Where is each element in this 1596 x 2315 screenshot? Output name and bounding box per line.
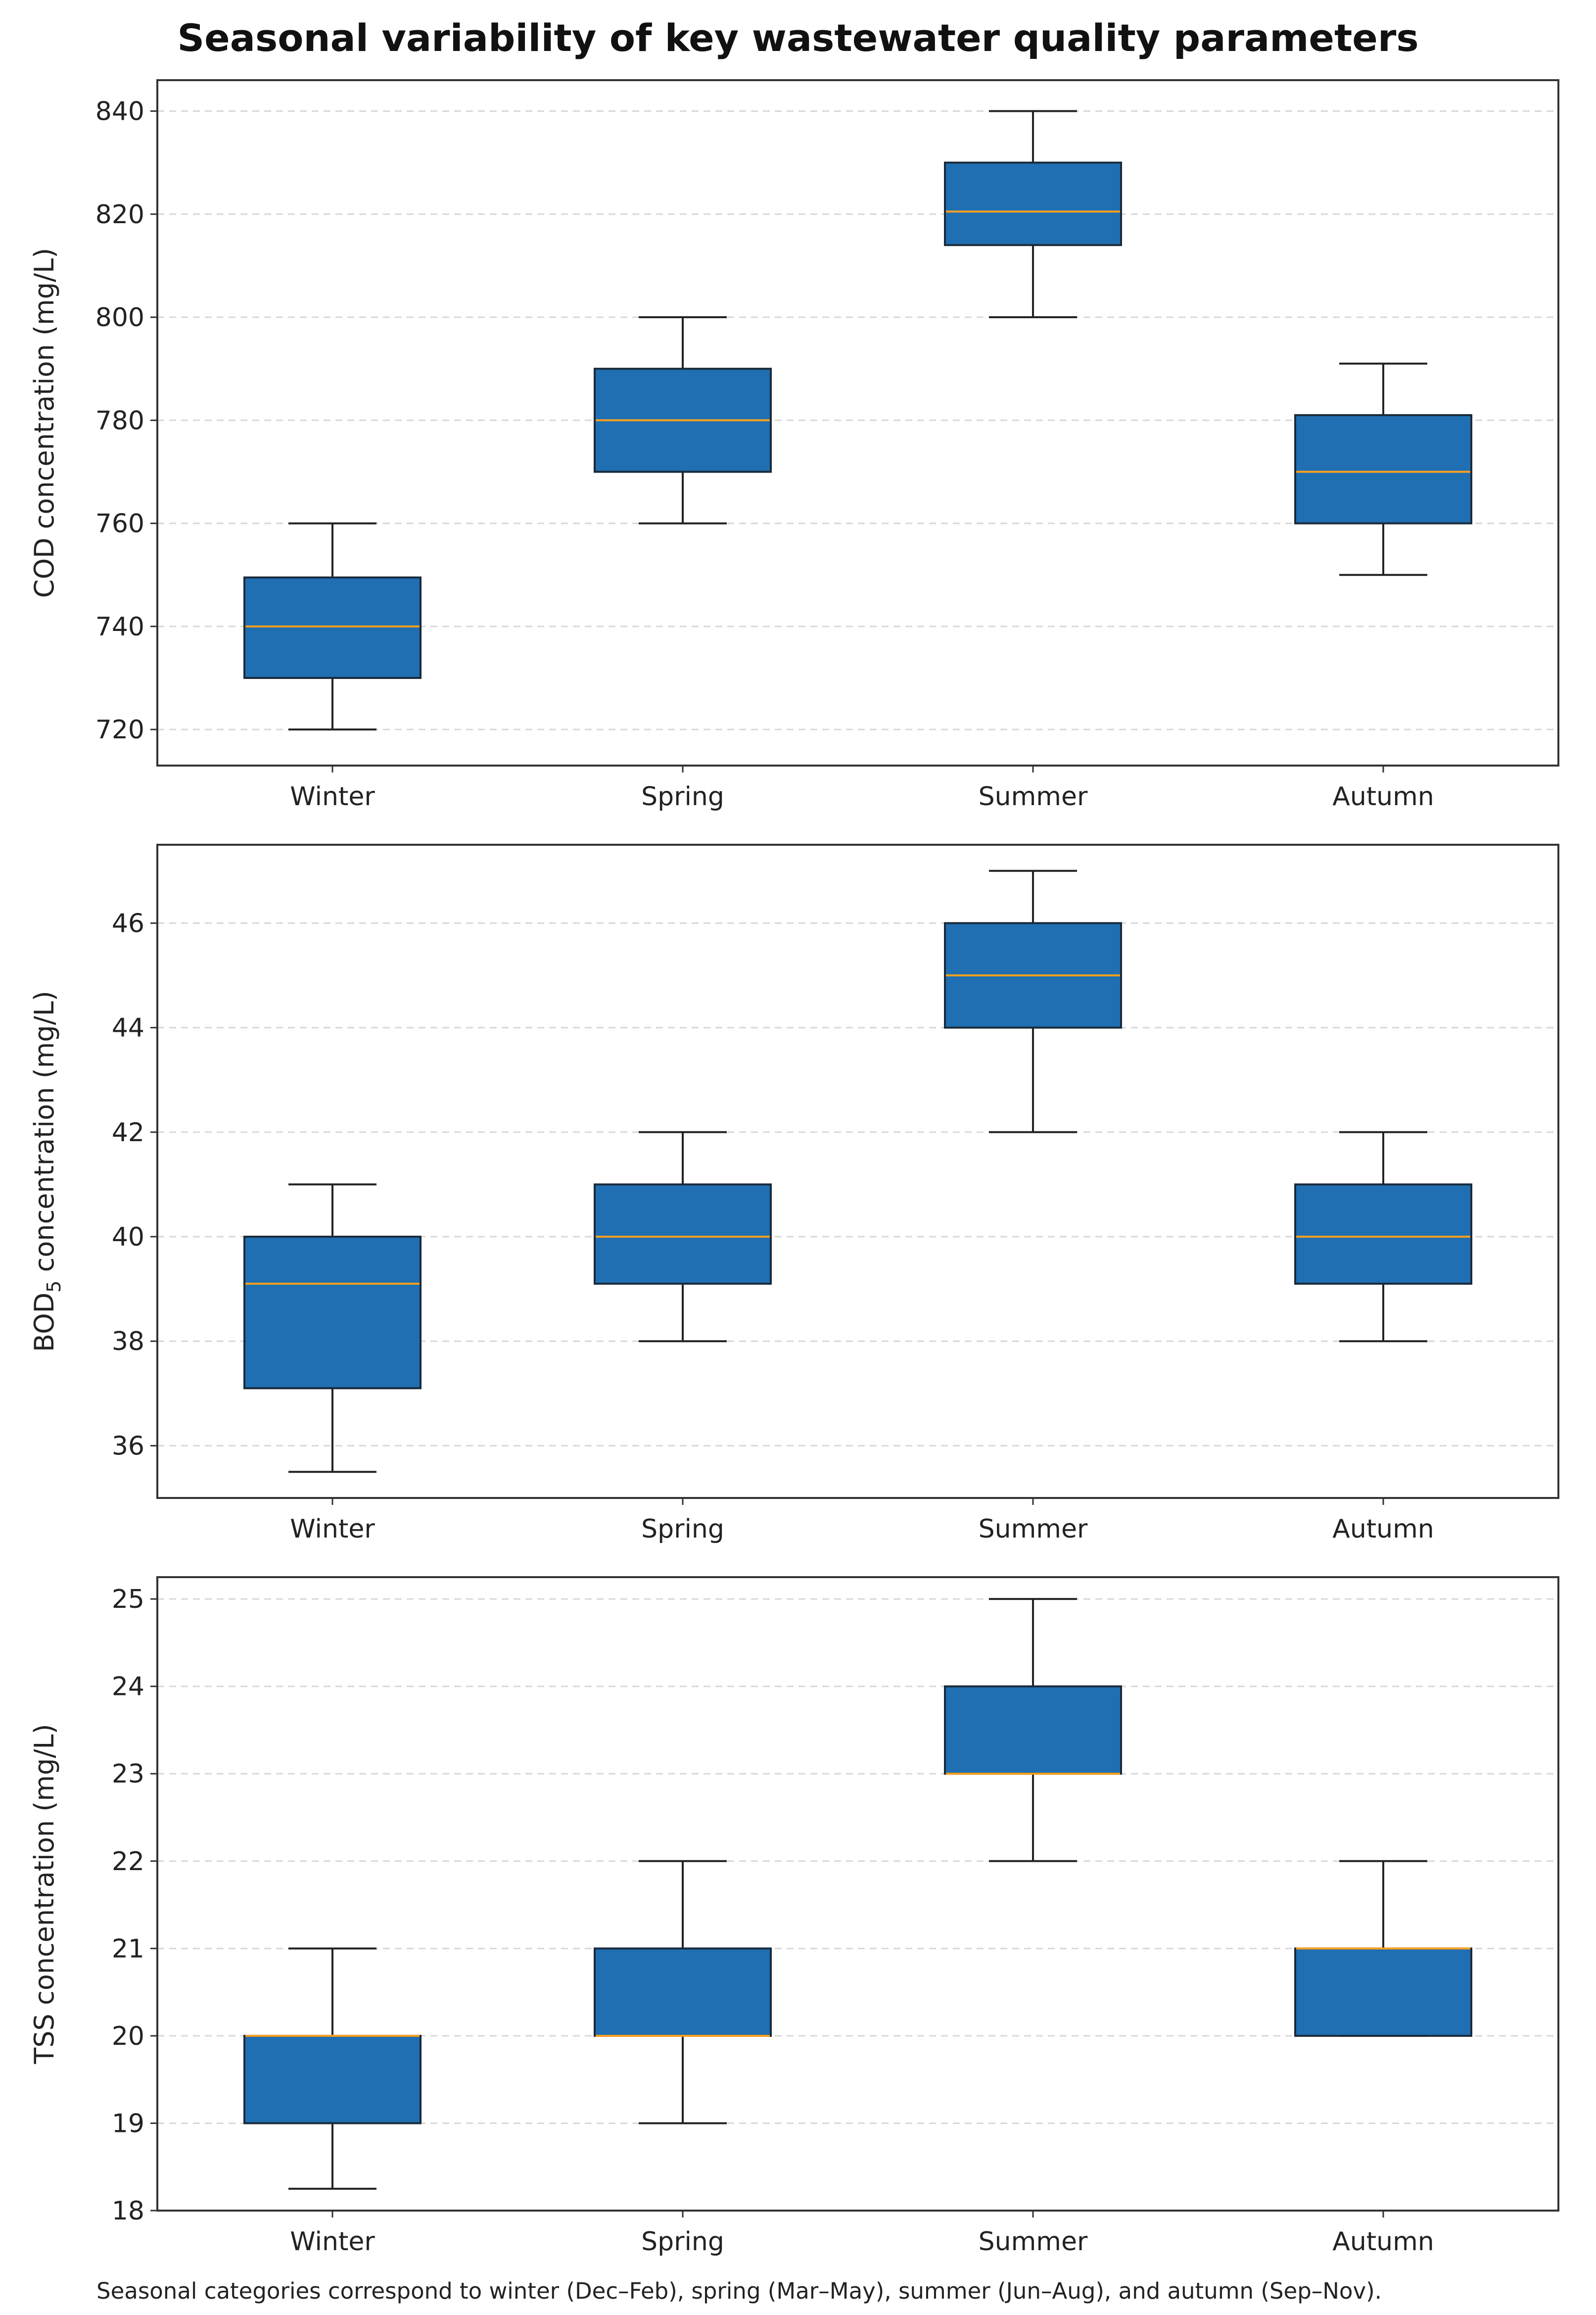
chart-panel-2: 18 19 20 21 22 23 24 25 Winter Spring Summer Autumn…	[29, 1576, 1559, 2257]
figure-caption: Seasonal categories correspond to winter…	[96, 2278, 1382, 2304]
y-tick-label: 760	[95, 509, 144, 539]
x-tick-label: Autumn	[1332, 2227, 1434, 2257]
x-tick-label: Autumn	[1332, 1514, 1434, 1544]
y-tick-label: 720	[95, 715, 144, 745]
box-spring	[594, 316, 772, 525]
iqr-box	[243, 1236, 422, 1390]
y-tick-label: 740	[95, 612, 144, 642]
box-spring	[594, 1131, 772, 1343]
y-tick-label: 24	[112, 1672, 144, 1702]
box-spring	[594, 1860, 772, 2124]
y-tick-label: 44	[112, 1013, 144, 1043]
box-summer	[944, 1598, 1122, 1862]
y-tick-label: 19	[112, 2109, 144, 2138]
x-tick-label: Summer	[979, 782, 1088, 812]
x-tick-label: Winter	[290, 782, 375, 812]
iqr-box	[944, 161, 1122, 246]
iqr-box	[594, 1947, 772, 2037]
y-tick-label: 40	[112, 1222, 144, 1252]
y-tick-label: 38	[112, 1327, 144, 1356]
y-axis-label-subscript: 5	[43, 1281, 65, 1293]
y-tick-label: 820	[95, 200, 144, 230]
y-axis-label-main: TSS concentration (mg/L)	[29, 1724, 60, 2064]
x-tick-label: Autumn	[1332, 782, 1434, 812]
y-axis-label: TSS concentration (mg/L)	[29, 1724, 60, 2064]
box-summer	[944, 110, 1122, 319]
plot-frame	[156, 1576, 1559, 2212]
figure-title: Seasonal variability of key wastewater q…	[177, 16, 1419, 60]
y-tick-label: 25	[112, 1585, 144, 1614]
box-summer	[944, 869, 1122, 1133]
x-tick-label: Winter	[290, 2227, 375, 2257]
box-autumn	[1294, 1860, 1472, 2037]
plot-frame	[156, 79, 1559, 767]
y-axis-label-main: COD concentration (mg/L)	[29, 248, 60, 598]
chart-panel-1: 36 38 40 42 44 46 Winter Spring Summer Autumn BOD5…	[29, 844, 1559, 1544]
iqr-box	[243, 576, 422, 679]
x-tick-label: Winter	[290, 1514, 375, 1544]
box-autumn	[1294, 362, 1472, 576]
chart-panel-0: 720 740 760 780 800 820 840 Winter Spring Summer A…	[29, 79, 1559, 812]
x-tick-label: Spring	[641, 1514, 724, 1544]
y-tick-label: 18	[112, 2196, 144, 2226]
y-tick-label: 42	[112, 1118, 144, 1148]
iqr-box	[1294, 414, 1472, 525]
y-tick-label: 840	[95, 96, 144, 126]
box-winter	[243, 1183, 422, 1473]
iqr-box	[243, 2034, 422, 2124]
iqr-box	[1294, 1947, 1472, 2037]
y-axis-label: BOD5 concentration (mg/L)	[29, 991, 65, 1352]
y-axis-label-main: BOD	[29, 1293, 60, 1352]
y-tick-label: 20	[112, 2022, 144, 2051]
y-tick-label: 800	[95, 303, 144, 333]
box-autumn	[1294, 1131, 1472, 1343]
iqr-box	[594, 1183, 772, 1285]
y-tick-label: 22	[112, 1847, 144, 1877]
y-tick-label: 21	[112, 1934, 144, 1964]
iqr-box	[944, 1685, 1122, 1775]
iqr-box	[1294, 1183, 1472, 1285]
y-tick-label: 23	[112, 1759, 144, 1789]
x-tick-label: Summer	[979, 1514, 1088, 1544]
x-tick-label: Spring	[641, 782, 724, 812]
y-tick-label: 780	[95, 406, 144, 435]
y-tick-label: 46	[112, 909, 144, 938]
x-tick-label: Spring	[641, 2227, 724, 2257]
y-axis-label: COD concentration (mg/L)	[29, 248, 60, 598]
y-tick-label: 36	[112, 1431, 144, 1461]
y-axis-label-rest: concentration (mg/L)	[29, 991, 60, 1281]
x-tick-label: Summer	[979, 2227, 1088, 2257]
box-winter	[243, 522, 422, 731]
box-winter	[243, 1947, 422, 2190]
plot-frame	[156, 844, 1559, 1499]
